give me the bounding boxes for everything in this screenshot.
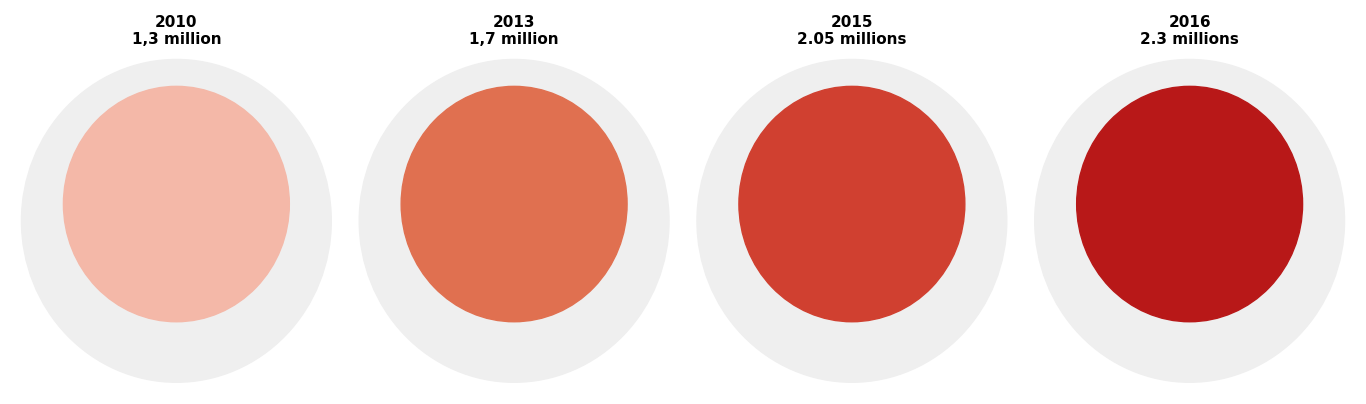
Circle shape: [1034, 59, 1344, 382]
Circle shape: [359, 59, 669, 382]
Title: 2010
1,3 million: 2010 1,3 million: [131, 15, 221, 47]
Title: 2013
1,7 million: 2013 1,7 million: [470, 15, 559, 47]
Title: 2016
2.3 millions: 2016 2.3 millions: [1141, 15, 1239, 47]
Circle shape: [1076, 86, 1303, 322]
Circle shape: [402, 86, 627, 322]
Title: 2015
2.05 millions: 2015 2.05 millions: [798, 15, 907, 47]
Circle shape: [739, 86, 964, 322]
Circle shape: [697, 59, 1007, 382]
Circle shape: [63, 86, 290, 322]
Circle shape: [22, 59, 332, 382]
